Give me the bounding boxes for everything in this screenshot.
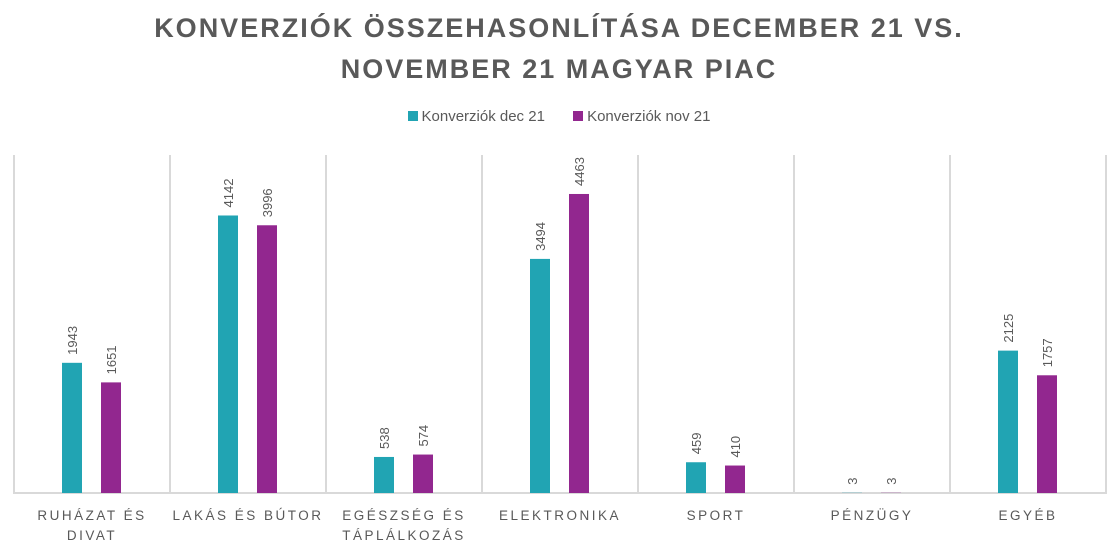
x-tick-label: RUHÁZAT ÉS xyxy=(37,508,146,523)
data-label: 3996 xyxy=(260,188,275,217)
x-tick-label: PÉNZÜGY xyxy=(831,508,914,523)
data-label: 538 xyxy=(377,427,392,449)
bar-dec xyxy=(62,362,82,493)
legend-label-dec: Konverziók dec 21 xyxy=(421,108,545,125)
legend-label-nov: Konverziók nov 21 xyxy=(587,108,711,125)
bar-nov xyxy=(257,225,277,493)
data-label: 1943 xyxy=(65,326,80,355)
title-line-1: KONVERZIÓK ÖSSZEHASONLÍTÁSA DECEMBER 21 … xyxy=(154,13,964,43)
data-label: 1651 xyxy=(104,345,119,374)
x-tick-label: EGÉSZSÉG ÉS xyxy=(342,508,466,523)
data-label: 4142 xyxy=(221,179,236,208)
bar-nov xyxy=(569,193,589,493)
data-label: 3 xyxy=(845,478,860,485)
legend-item-nov: Konverziók nov 21 xyxy=(573,108,710,125)
x-tick-label: LAKÁS ÉS BÚTOR xyxy=(172,508,323,523)
x-tick-label: TÁPLÁLKOZÁS xyxy=(342,528,466,543)
data-label: 4463 xyxy=(572,157,587,186)
bar-dec xyxy=(998,350,1018,493)
data-label: 574 xyxy=(416,425,431,447)
x-tick-label: DIVAT xyxy=(67,528,117,543)
data-label: 3494 xyxy=(533,222,548,251)
bar-dec xyxy=(530,258,550,493)
legend: Konverziók dec 21 Konverziók nov 21 xyxy=(0,108,1118,125)
title-line-2: NOVEMBER 21 MAGYAR PIAC xyxy=(340,54,778,84)
x-tick-label: SPORT xyxy=(687,508,746,523)
legend-swatch-dec xyxy=(407,111,418,121)
chart-title: KONVERZIÓK ÖSSZEHASONLÍTÁSA DECEMBER 21 … xyxy=(0,8,1118,90)
bar-nov xyxy=(725,465,745,493)
data-label: 2125 xyxy=(1001,314,1016,343)
bar-nov xyxy=(101,382,121,493)
legend-item-dec: Konverziók dec 21 xyxy=(407,108,545,125)
bar-dec xyxy=(686,462,706,493)
bar-dec xyxy=(218,215,238,493)
data-label: 1757 xyxy=(1040,338,1055,367)
bar-nov xyxy=(413,454,433,493)
data-label: 3 xyxy=(884,478,899,485)
legend-swatch-nov xyxy=(573,111,584,121)
bar-dec xyxy=(374,456,394,493)
x-tick-label: EGYÉB xyxy=(998,508,1057,523)
bar-nov xyxy=(1037,375,1057,493)
x-tick-label: ELEKTRONIKA xyxy=(499,508,621,523)
data-label: 410 xyxy=(728,436,743,458)
data-label: 459 xyxy=(689,433,704,455)
